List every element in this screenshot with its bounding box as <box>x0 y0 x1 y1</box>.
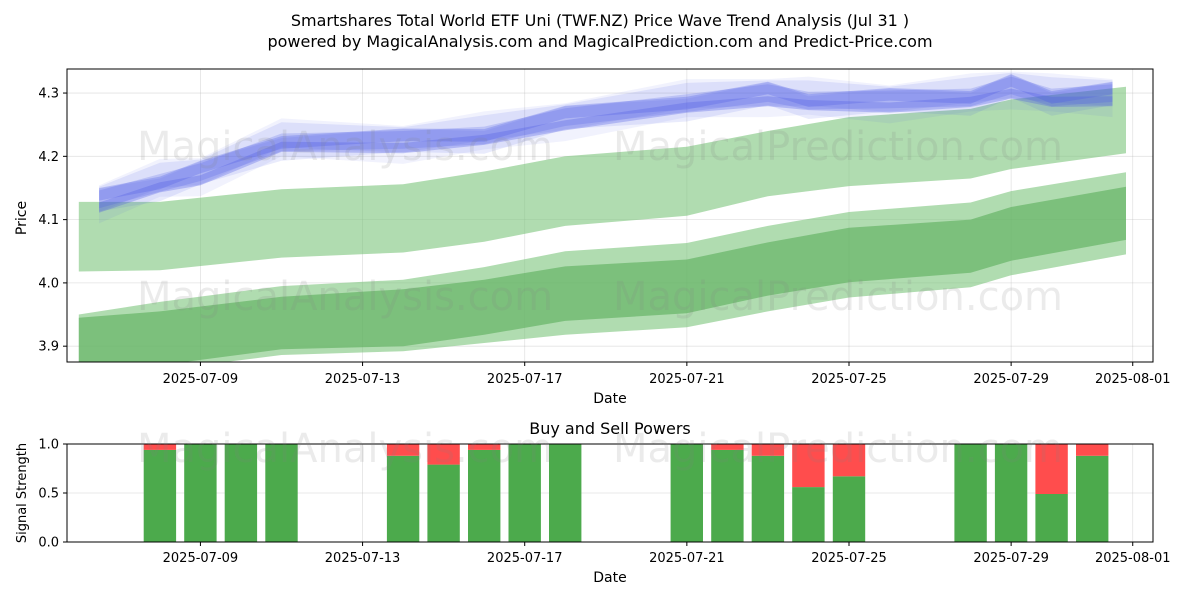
price-axes-frame <box>66 68 1154 363</box>
watermark-text: MagicalAnalysis.com <box>137 426 553 472</box>
price-y-tick-label: 3.9 <box>38 340 59 355</box>
buy-bar <box>508 444 541 542</box>
powers-x-tick-label: 2025-07-09 <box>163 551 239 566</box>
sell-bar <box>751 444 785 456</box>
price-x-tick-label: 2025-07-29 <box>973 372 1049 387</box>
price-x-tick-label: 2025-07-21 <box>649 372 725 387</box>
blue-wave-band <box>99 71 1113 224</box>
sell-bar <box>427 444 460 465</box>
blue-wave-band <box>99 74 1113 212</box>
sell-bar <box>832 444 866 477</box>
watermark-text: MagicalAnalysis.com <box>137 124 553 170</box>
sell-bar <box>1076 444 1109 456</box>
buy-bar <box>427 464 460 542</box>
powers-x-tick-label: 2025-07-25 <box>811 551 887 566</box>
price-x-tick-label: 2025-07-09 <box>163 372 239 387</box>
powers-x-tick-label: 2025-07-21 <box>649 551 725 566</box>
sell-bar <box>386 444 420 456</box>
watermark-layer: MagicalAnalysis.com MagicalPrediction.com… <box>137 124 1063 472</box>
buy-bar <box>549 444 582 542</box>
sell-bar <box>792 444 825 488</box>
price-axes: 2025-07-09 2025-07-13 2025-07-17 2025-07-21… <box>38 87 1170 387</box>
buy-bar <box>711 449 744 542</box>
powers-x-tick-label: 2025-07-29 <box>973 551 1049 566</box>
price-y-tick-label: 4.3 <box>38 87 59 102</box>
watermark-text: MagicalPrediction.com <box>613 426 1063 472</box>
buy-bar <box>265 444 298 542</box>
powers-x-tick-label: 2025-07-13 <box>325 551 401 566</box>
powers-axes: 2025-07-09 2025-07-13 2025-07-17 2025-07-21… <box>38 438 1170 567</box>
price-x-tick-label: 2025-07-25 <box>811 372 887 387</box>
sell-bar <box>468 444 501 450</box>
price-x-axis-label: Date <box>593 391 626 407</box>
powers-y-tick-label: 0.0 <box>38 536 59 551</box>
chart-title: Smartshares Total World ETF Uni (TWF.NZ)… <box>291 11 909 30</box>
buy-bar <box>670 444 703 542</box>
powers-y-tick-label: 1.0 <box>38 438 59 453</box>
price-x-tick-label: 2025-07-13 <box>325 372 401 387</box>
upper-green-band <box>78 86 1126 272</box>
buy-bar <box>994 444 1028 542</box>
price-y-axis-label: Price <box>14 201 30 235</box>
powers-plot-area <box>143 444 1109 542</box>
buy-bar <box>224 444 258 542</box>
price-y-tick-label: 4.2 <box>38 150 59 165</box>
price-x-tick-label: 2025-07-17 <box>487 372 563 387</box>
blue-wave-band <box>99 88 1113 213</box>
price-plot-area <box>78 71 1126 362</box>
buy-bar <box>184 444 217 542</box>
buy-bar <box>1035 494 1068 542</box>
buy-bar <box>792 487 825 542</box>
buy-bar <box>143 449 177 542</box>
buy-bar <box>832 476 866 542</box>
sell-bar <box>1035 444 1068 494</box>
powers-x-tick-label: 2025-07-17 <box>487 551 563 566</box>
blue-wave-band <box>99 76 1113 209</box>
buy-bar <box>468 449 501 542</box>
buy-bar <box>954 444 987 542</box>
powers-y-tick-label: 0.5 <box>38 487 59 502</box>
buy-bar <box>751 455 785 542</box>
buy-bar <box>386 455 420 542</box>
sell-bar <box>711 444 744 450</box>
price-y-tick-label: 4.0 <box>38 276 59 291</box>
price-x-tick-label: 2025-08-01 <box>1095 372 1171 387</box>
price-y-tick-label: 4.1 <box>38 213 59 228</box>
buy-bar <box>1076 455 1109 542</box>
powers-x-tick-label: 2025-08-01 <box>1095 551 1171 566</box>
blue-wave-band <box>99 74 1113 201</box>
blue-wave-band <box>99 72 1113 212</box>
watermark-text: MagicalPrediction.com <box>613 274 1063 320</box>
powers-title: Buy and Sell Powers <box>529 419 691 438</box>
powers-y-axis-label: Signal Strength <box>15 443 30 543</box>
chart-subtitle: powered by MagicalAnalysis.com and Magic… <box>267 32 932 51</box>
sell-bar <box>143 444 177 450</box>
powers-x-axis-label: Date <box>593 570 626 586</box>
lower-green-band-inner <box>78 186 1126 362</box>
watermark-text: MagicalAnalysis.com <box>137 274 553 320</box>
watermark-text: MagicalPrediction.com <box>613 124 1063 170</box>
